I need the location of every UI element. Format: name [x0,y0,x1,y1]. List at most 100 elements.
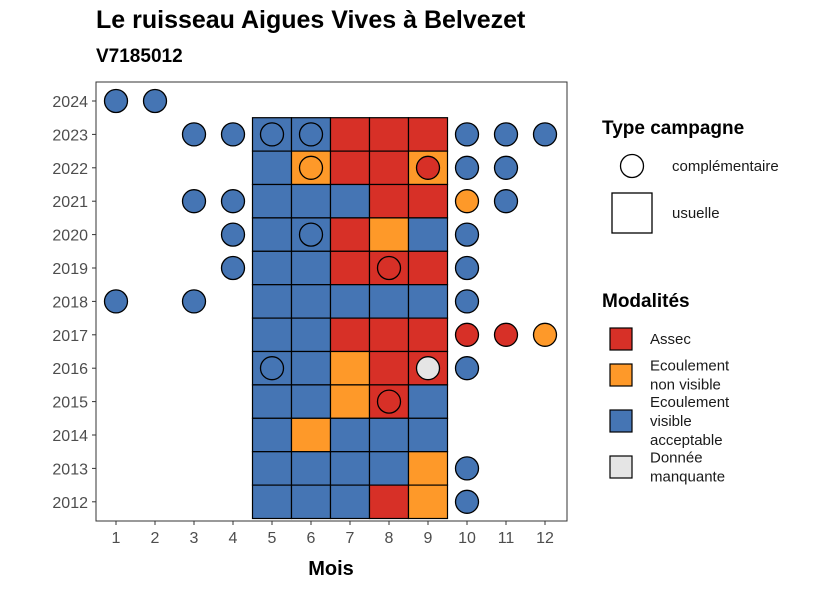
legend-color-key [609,327,633,351]
x-tick-label: 11 [498,530,515,547]
legend-modalite-label: Assec [650,331,691,348]
legend-type-title: Type campagne [602,118,744,139]
usuelle-cell [407,317,449,353]
complementaire-point [259,122,285,147]
usuelle-cell [329,317,371,353]
usuelle-cell [368,150,410,186]
legend-color-key [609,363,633,387]
usuelle-cell [251,384,293,419]
complementaire-point [220,222,246,247]
y-tick-label: 2021 [52,194,88,211]
x-tick-label: 8 [385,530,394,547]
usuelle-cell [368,217,410,252]
y-tick-label: 2023 [52,127,88,144]
complementaire-point [454,489,480,514]
complementaire-point [454,456,480,481]
complementaire-point [415,155,441,180]
complementaire-point [298,122,324,147]
complementaire-point [454,322,480,347]
x-axis-title: Mois [308,558,354,580]
usuelle-cell [251,284,293,319]
usuelle-cell [251,317,293,353]
complementaire-point [376,389,402,414]
usuelle-cell [368,484,410,520]
complementaire-point [493,122,519,147]
y-tick-label: 2013 [52,461,88,478]
usuelle-cell [368,117,410,152]
legend-color-key [609,409,633,433]
legend-square-key [611,192,653,234]
complementaire-point [493,155,519,180]
usuelle-cell [290,384,332,419]
complementaire-point [454,255,480,281]
usuelle-cell [329,217,371,252]
complementaire-point [454,222,480,247]
usuelle-cell [290,317,332,353]
usuelle-cell [329,350,371,386]
legend-type-label: usuelle [672,205,720,222]
complementaire-point [493,322,519,347]
usuelle-cell [329,484,371,520]
complementaire-point [298,155,324,180]
complementaire-point [532,122,558,147]
plot-layer [95,81,568,522]
complementaire-point [532,322,558,347]
complementaire-point [454,122,480,147]
legend-modalites-title: Modalités [602,291,690,312]
x-tick-label: 2 [151,530,160,547]
complementaire-point [259,356,285,381]
usuelle-cell [407,417,449,453]
usuelle-cell [251,183,293,219]
complementaire-point [220,255,246,281]
usuelle-cell [290,484,332,520]
usuelle-cell [251,150,293,186]
usuelle-cell [329,150,371,186]
x-tick-label: 10 [458,530,476,547]
chart-title: Le ruisseau Aigues Vives à Belvezet [96,6,526,34]
x-tick-label: 7 [346,530,355,547]
usuelle-cell [251,250,293,286]
legend-modalite-label: Ecoulement visible acceptable [650,394,730,449]
usuelle-cell [368,350,410,386]
usuelle-cell [368,317,410,353]
usuelle-cell [368,417,410,453]
complementaire-point [454,289,480,314]
legend-modalite-label: Ecoulement non visible [650,358,730,394]
legend-layer: Type campagne complémentaire usuelle Modali… [602,118,779,486]
y-tick-label: 2019 [52,261,88,278]
legend-circle-key [619,153,645,179]
x-tick-label: 12 [536,530,554,547]
y-tick-label: 2022 [52,161,88,178]
complementaire-point [415,356,441,381]
usuelle-cell [329,117,371,152]
usuelle-cell [251,217,293,252]
usuelle-cell [329,384,371,419]
complementaire-point [376,255,402,281]
y-tick-label: 2024 [52,94,88,111]
legend-color-key [609,455,633,479]
complementaire-point [493,189,519,214]
legend-type-label: complémentaire [672,158,779,175]
usuelle-cell [290,417,332,453]
x-tick-label: 9 [424,530,433,547]
usuelle-cell [407,183,449,219]
y-tick-label: 2012 [52,495,88,512]
complementaire-point [454,155,480,180]
complementaire-point [454,189,480,214]
usuelle-cell [251,484,293,520]
x-tick-label: 4 [229,530,238,547]
x-tick-label: 5 [268,530,277,547]
complementaire-point [142,88,168,114]
usuelle-cell [290,451,332,486]
y-tick-label: 2015 [52,395,88,412]
legend-modalite-label: Donnée manquante [650,450,725,486]
usuelle-cell [407,250,449,286]
complementaire-point [298,222,324,247]
chart-subtitle: V7185012 [96,46,183,67]
usuelle-cell [329,451,371,486]
complementaire-point [103,289,129,314]
usuelle-cell [290,183,332,219]
usuelle-cell [329,250,371,286]
usuelle-cell [407,284,449,319]
